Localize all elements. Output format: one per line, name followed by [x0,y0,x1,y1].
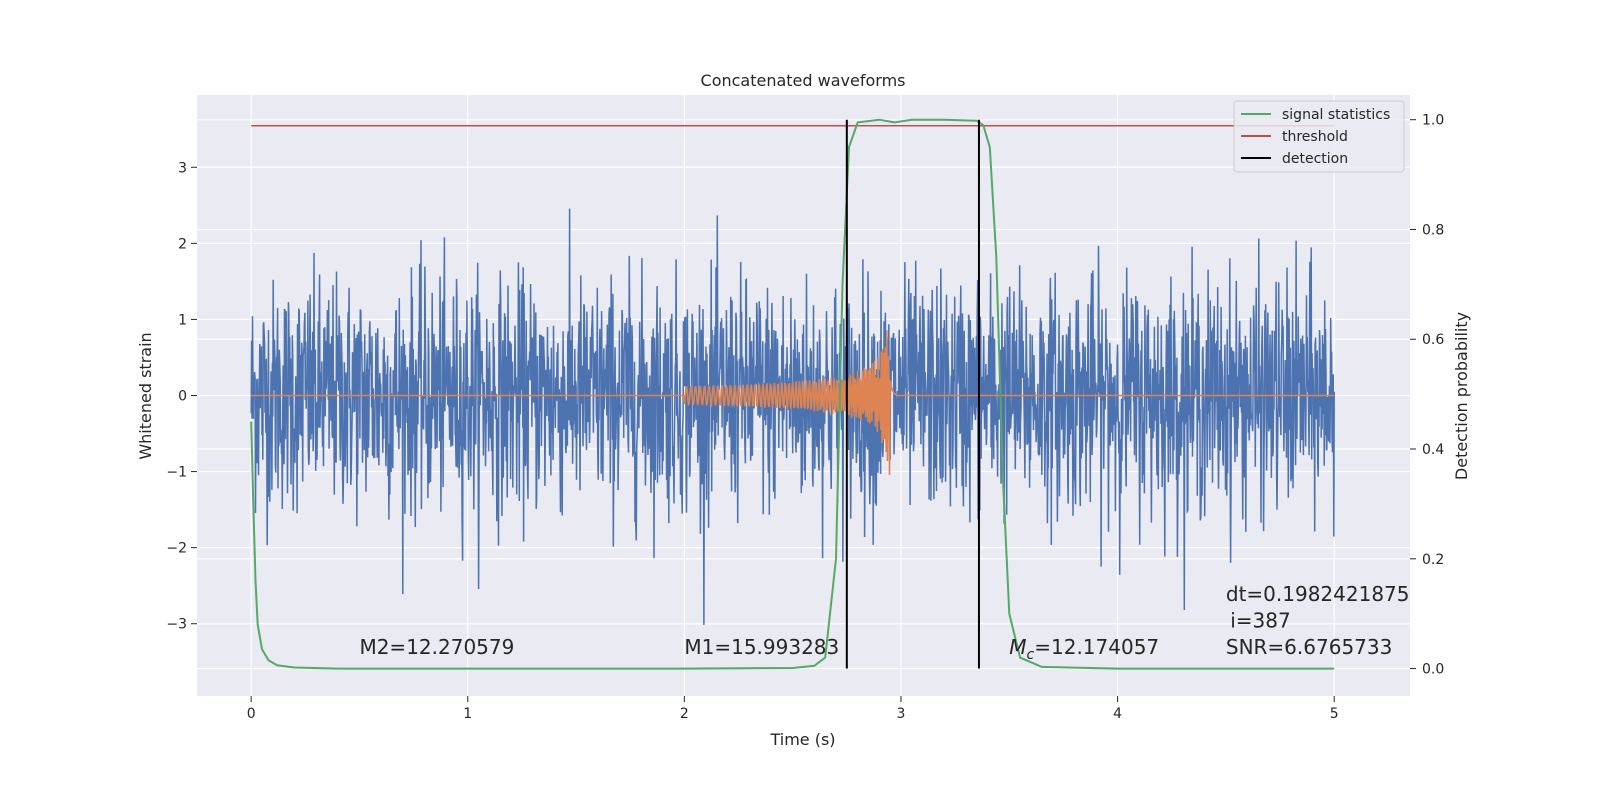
y-tick-label: 2 [178,236,187,252]
annotation: M1=15.993283 [684,635,839,659]
strain-series [250,208,1335,625]
x-tick-label: 1 [463,706,472,722]
y2-tick-label: 0.8 [1422,222,1444,238]
legend-label: signal statistics [1282,107,1390,123]
x-tick-label: 2 [680,706,689,722]
y2-tick-label: 0.0 [1422,662,1444,678]
ticks: 0 1 2 3 4 5 −3 −2 −1 0 1 2 3 0.0 0.2 0.4 0.6 0.8 1.0 [166,113,1444,722]
x-tick-label: 0 [247,706,256,722]
x-tick-label: 5 [1330,706,1339,722]
x-axis-label: Time (s) [769,730,835,749]
annotation: Mc=12.174057 [1009,635,1159,663]
y-tick-label: −2 [166,541,187,557]
y-tick-label: −1 [166,465,187,481]
legend-label: detection [1282,151,1348,167]
y-tick-label: 1 [178,312,187,328]
detection-series [845,119,980,669]
y2-tick-label: 0.4 [1422,442,1444,458]
y-tick-label: 3 [178,160,187,176]
annotations: M2=12.270579 M1=15.993283 Mc=12.174057 SNR=… [359,582,1409,663]
x-tick-label: 3 [897,706,906,722]
annotation: M2=12.270579 [359,635,514,659]
legend: signal statistics threshold detection [1233,100,1405,173]
strain-line [250,208,1335,625]
x-tick-label: 4 [1113,706,1122,722]
y2-tick-label: 1.0 [1422,113,1444,129]
signal-statistics-line [250,118,1335,670]
legend-box [1233,100,1405,173]
chart-title: Concatenated waveforms [701,71,906,90]
annotation: SNR=6.6765733 [1226,635,1392,659]
y2-tick-label: 0.6 [1422,332,1444,348]
y2-tick-label: 0.2 [1422,552,1444,568]
waveform-line [251,330,1335,475]
signal-statistics-series [250,118,1335,670]
annotation: i=387 [1230,609,1291,633]
legend-label: threshold [1282,129,1348,145]
y-tick-label: −3 [166,617,187,633]
annotation: dt=0.1982421875 [1226,582,1410,606]
waveform-series [251,330,1335,475]
y2-axis-label: Detection probability [1452,312,1471,480]
y-tick-label: 0 [178,389,187,405]
y-axis-label: Whitened strain [136,332,155,459]
